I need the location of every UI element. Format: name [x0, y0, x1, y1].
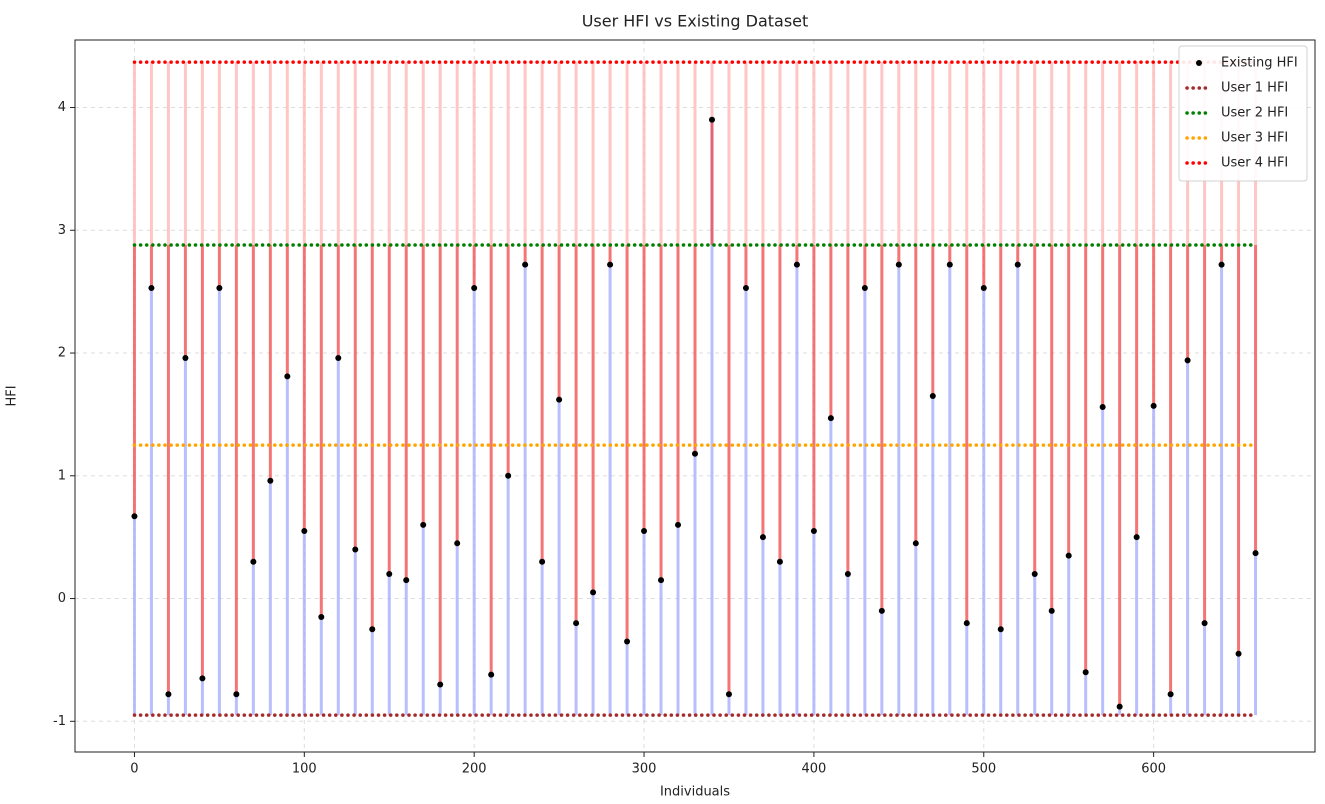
point [675, 521, 682, 528]
point [1201, 620, 1208, 627]
point [131, 513, 138, 520]
point [437, 681, 444, 688]
point [386, 571, 393, 577]
point [1082, 669, 1089, 676]
point [522, 261, 529, 268]
point [403, 577, 410, 584]
x-tick-label: 100 [292, 762, 317, 777]
legend-box [1178, 45, 1308, 182]
point [1167, 691, 1174, 698]
point [216, 284, 223, 291]
point [1133, 534, 1140, 541]
y-tick-label: 2 [58, 346, 66, 361]
point [1150, 402, 1157, 409]
point [895, 261, 902, 268]
point [148, 284, 155, 291]
point [1014, 261, 1021, 268]
point [284, 373, 291, 380]
point [471, 284, 478, 291]
point [725, 691, 732, 698]
point [369, 626, 376, 633]
legend-label: User 1 HFI [1221, 81, 1288, 96]
legend-label: User 2 HFI [1221, 106, 1288, 121]
legend-label: Existing HFI [1221, 56, 1298, 71]
point [165, 691, 172, 698]
point [658, 577, 665, 584]
y-tick-label: 1 [58, 468, 66, 483]
point [624, 638, 631, 645]
point [488, 671, 495, 678]
point [793, 261, 800, 268]
point [844, 571, 851, 577]
x-tick-label: 600 [1141, 762, 1166, 777]
point [267, 477, 274, 484]
point [250, 558, 257, 565]
point [1116, 703, 1123, 710]
point [641, 528, 648, 535]
point [980, 284, 987, 291]
point [607, 261, 614, 268]
point [963, 620, 970, 627]
x-axis-label: Individuals [660, 785, 730, 800]
point [1235, 650, 1242, 657]
point [997, 626, 1004, 633]
point [352, 546, 359, 553]
point [776, 558, 783, 565]
point [420, 521, 427, 528]
point [1252, 550, 1259, 557]
point [182, 354, 189, 361]
y-tick-label: 3 [58, 223, 66, 238]
point [505, 472, 512, 479]
point [318, 613, 325, 620]
point [1065, 552, 1072, 559]
x-tick-label: 200 [462, 762, 487, 777]
point [810, 528, 817, 535]
x-tick-label: 500 [971, 762, 996, 777]
plot-frame [74, 39, 1316, 753]
y-tick-label: 0 [58, 591, 66, 606]
x-tick-label: 300 [632, 762, 657, 777]
point [912, 540, 919, 547]
point [539, 558, 546, 565]
point [454, 540, 461, 547]
point [759, 534, 766, 541]
point [692, 450, 698, 457]
point [590, 589, 597, 596]
point [573, 620, 580, 627]
point [233, 691, 240, 698]
y-axis-label: HFI [5, 385, 20, 406]
point [556, 396, 563, 403]
legend-label: User 4 HFI [1221, 156, 1288, 171]
point [861, 284, 868, 291]
point [1218, 261, 1225, 268]
chart-title: User HFI vs Existing Dataset [582, 12, 809, 31]
point [1099, 404, 1106, 411]
y-tick-label: 4 [58, 100, 66, 115]
point [742, 284, 749, 291]
legend: Existing HFI User 1 HFI User 2 HFI User 3 H… [1178, 45, 1308, 182]
x-tick-label: 0 [130, 762, 138, 777]
point [1184, 357, 1191, 364]
point [1031, 571, 1038, 577]
point [946, 261, 953, 268]
point [827, 415, 834, 422]
point [199, 675, 206, 682]
point [335, 354, 342, 361]
legend-label: User 3 HFI [1221, 131, 1288, 146]
point [929, 393, 936, 399]
point [301, 528, 308, 535]
point [1048, 607, 1055, 614]
point [878, 607, 885, 614]
point [708, 116, 715, 123]
legend-marker [1196, 60, 1202, 66]
y-tick-label: -1 [53, 714, 66, 729]
x-tick-label: 400 [801, 762, 826, 777]
